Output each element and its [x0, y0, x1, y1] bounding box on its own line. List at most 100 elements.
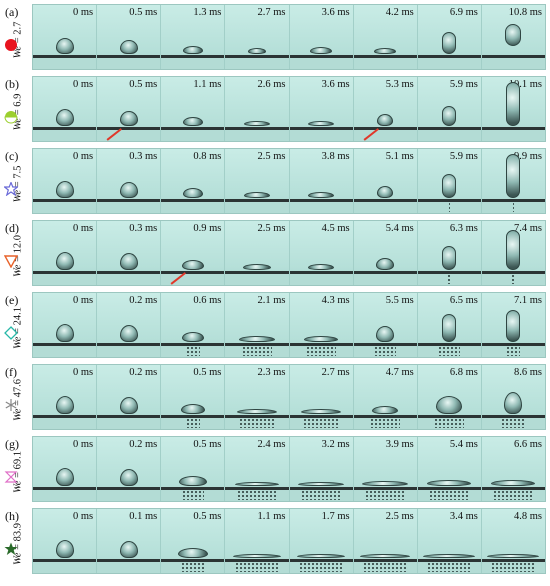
image-frame: 2.5 ms: [225, 221, 290, 285]
surface-line: [417, 343, 481, 346]
surface-line: [417, 55, 481, 58]
splash-droplets: [434, 418, 465, 428]
substrate: [33, 130, 97, 141]
droplet: [55, 468, 74, 486]
panel-label: (h): [5, 509, 19, 523]
surface-line: [481, 415, 545, 418]
image-frame: 0.2 ms: [97, 293, 162, 357]
image-frame: 2.1 ms: [225, 293, 290, 357]
substrate: [417, 58, 481, 69]
image-frame: 3.6 ms: [289, 5, 354, 69]
asterisk-marker: [5, 399, 17, 411]
droplet: [491, 480, 536, 486]
time-label: 0.2 ms: [129, 295, 158, 306]
time-label: 2.6 ms: [257, 79, 286, 90]
frame-strip: 0 ms 0.5 ms 1.3 ms 2.7 ms 3.6 ms 4.2 ms 6.9 ms…: [32, 4, 546, 70]
splash-droplets: [501, 418, 526, 428]
panel-row: (b) We = 6.9 0 ms 0.5 ms 1.1 ms 2.6 ms 3.6 ms 5…: [0, 74, 550, 144]
surface-line: [161, 55, 225, 58]
droplet: [55, 38, 74, 54]
surface-line: [289, 415, 353, 418]
surface-line: [353, 559, 417, 562]
substrate: [289, 130, 353, 141]
substrate: [353, 274, 417, 285]
time-label: 3.6 ms: [321, 7, 350, 18]
droplet: [247, 48, 266, 54]
time-label: 1.3 ms: [193, 7, 222, 18]
surface-line: [225, 415, 289, 418]
image-frame: 1.7 ms: [289, 509, 354, 573]
droplet: [360, 554, 411, 558]
image-frame: 5.3 ms: [353, 77, 418, 141]
time-label: 4.5 ms: [321, 223, 350, 234]
splash-droplets: [506, 346, 521, 356]
surface-line: [481, 127, 545, 130]
splash-droplets: [511, 274, 516, 284]
frame-strip: 0 ms 0.5 ms 1.1 ms 2.6 ms 3.6 ms 5.3 ms 5.9 ms…: [32, 76, 546, 142]
time-label: 10.8 ms: [508, 7, 542, 18]
surface-line: [289, 487, 353, 490]
image-frame: 0.5 ms: [161, 437, 226, 501]
star-outline-marker: [4, 182, 18, 196]
droplet: [232, 554, 281, 558]
time-label: 3.2 ms: [321, 439, 350, 450]
surface-line: [225, 487, 289, 490]
droplet: [298, 482, 345, 486]
surface-line: [417, 559, 481, 562]
substrate: [225, 130, 289, 141]
image-frame: 1.3 ms: [161, 5, 226, 69]
time-label: 0.5 ms: [193, 439, 222, 450]
substrate: [225, 274, 289, 285]
droplet: [119, 469, 138, 486]
surface-line: [417, 199, 481, 202]
droplet: [243, 121, 270, 126]
splash-droplets: [299, 562, 344, 572]
image-frame: 0 ms: [33, 509, 98, 573]
time-label: 5.4 ms: [449, 439, 478, 450]
frame-strip: 0 ms 0.2 ms 0.5 ms 2.4 ms 3.2 ms 3.9 ms 5.4 ms…: [32, 436, 546, 502]
time-label: 6.9 ms: [449, 7, 478, 18]
droplet: [308, 264, 335, 270]
surface-line: [97, 559, 161, 562]
frame-strip: 0 ms 0.3 ms 0.8 ms 2.5 ms 3.8 ms 5.1 ms 5.9 ms…: [32, 148, 546, 214]
surface-line: [353, 127, 417, 130]
image-frame: 6.8 ms: [417, 365, 482, 429]
diamond-outline-marker: [4, 326, 18, 340]
droplet: [310, 47, 333, 54]
image-frame: 3.9 ms: [353, 437, 418, 501]
panel-row: (h) We = 83.9 0 ms 0.1 ms 0.5 ms 1.1 ms 1.7 ms…: [0, 506, 550, 576]
time-label: 2.7 ms: [257, 7, 286, 18]
surface-line: [481, 199, 545, 202]
surface-line: [161, 199, 225, 202]
image-frame: 0.2 ms: [97, 437, 162, 501]
surface-line: [417, 415, 481, 418]
time-label: 3.4 ms: [449, 511, 478, 522]
droplet: [436, 396, 463, 414]
surface-line: [161, 271, 225, 274]
image-frame: 4.5 ms: [289, 221, 354, 285]
triangle-pair-marker: [4, 471, 18, 483]
image-frame: 0.5 ms: [161, 509, 226, 573]
surface-line: [225, 127, 289, 130]
time-label: 6.6 ms: [513, 439, 542, 450]
droplet: [181, 260, 204, 270]
star-filled-marker: [4, 542, 18, 555]
panel-label: (g): [5, 437, 19, 451]
image-frame: 9.9 ms: [481, 149, 545, 213]
panel-row: (e) We = 24.1 0 ms 0.2 ms 0.6 ms 2.1 ms 4.3 ms…: [0, 290, 550, 360]
image-frame: 0.3 ms: [97, 149, 162, 213]
splash-droplets: [306, 346, 337, 356]
surface-line: [353, 271, 417, 274]
panel-row: (a) We = 2.7 0 ms 0.5 ms 1.3 ms 2.7 ms 3.6 ms 4…: [0, 2, 550, 72]
surface-line: [289, 559, 353, 562]
panel-row: (c) We = 7.5 0 ms 0.3 ms 0.8 ms 2.5 ms 3.8 ms 5…: [0, 146, 550, 216]
substrate: [481, 58, 545, 69]
image-frame: 5.4 ms: [353, 221, 418, 285]
droplet: [377, 186, 394, 198]
surface-line: [353, 55, 417, 58]
image-frame: 6.3 ms: [417, 221, 482, 285]
time-label: 2.5 ms: [257, 151, 286, 162]
substrate: [353, 58, 417, 69]
surface-line: [481, 487, 545, 490]
surface-line: [353, 487, 417, 490]
